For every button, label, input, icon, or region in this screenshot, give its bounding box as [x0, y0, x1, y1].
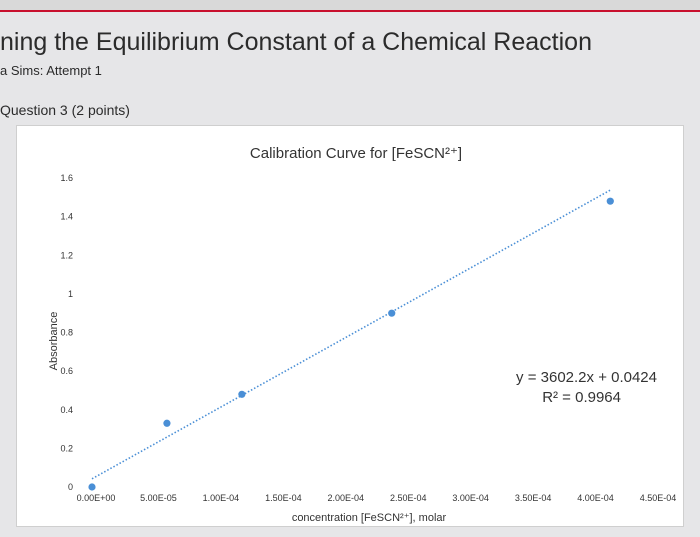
data-point — [238, 390, 246, 398]
trendline — [91, 189, 611, 480]
attempt-subtitle: a Sims: Attempt 1 — [0, 63, 102, 78]
y-tick-label: 0.2 — [60, 443, 73, 453]
accent-line — [0, 10, 700, 12]
x-tick-label: 4.00E-04 — [577, 493, 614, 503]
x-tick-label: 4.50E-04 — [640, 493, 677, 503]
data-point — [88, 483, 96, 491]
x-tick-label: 2.00E-04 — [328, 493, 365, 503]
y-tick-label: 0.6 — [60, 366, 73, 376]
x-axis-label: concentration [FeSCN²⁺], molar — [292, 512, 447, 524]
y-axis-label: Absorbance — [48, 312, 60, 371]
data-point — [606, 197, 614, 205]
page-title: ning the Equilibrium Constant of a Chemi… — [0, 28, 592, 56]
browser-top-bar — [0, 0, 700, 10]
y-tick-label: 0 — [68, 482, 73, 492]
x-tick-label: 5.00E-05 — [140, 493, 177, 503]
y-tick-label: 1.2 — [60, 250, 73, 260]
chart-card: Calibration Curve for [FeSCN²⁺] Absorban… — [16, 125, 684, 527]
x-tick-label: 0.00E+00 — [77, 493, 116, 503]
y-tick-label: 0.4 — [60, 405, 73, 415]
x-tick-label: 3.00E-04 — [452, 493, 489, 503]
x-tick-label: 3.50E-04 — [515, 493, 552, 503]
calibration-chart: Calibration Curve for [FeSCN²⁺] Absorban… — [48, 145, 677, 524]
y-tick-label: 1.4 — [60, 212, 73, 222]
y-tick-label: 0.8 — [60, 328, 73, 338]
x-tick-label: 1.50E-04 — [265, 493, 302, 503]
chart-title: Calibration Curve for [FeSCN²⁺] — [250, 145, 462, 162]
data-point — [388, 309, 396, 317]
y-tick-label: 1 — [68, 289, 73, 299]
y-tick-label: 1.6 — [60, 173, 73, 183]
question-label: Question 3 (2 points) — [0, 102, 130, 118]
x-tick-label: 2.50E-04 — [390, 493, 427, 503]
trendline-equation: y = 3602.2x + 0.0424 — [516, 369, 657, 386]
r-squared-label: R² = 0.9964 — [542, 389, 621, 406]
x-tick-label: 1.00E-04 — [203, 493, 240, 503]
data-point — [163, 419, 171, 427]
